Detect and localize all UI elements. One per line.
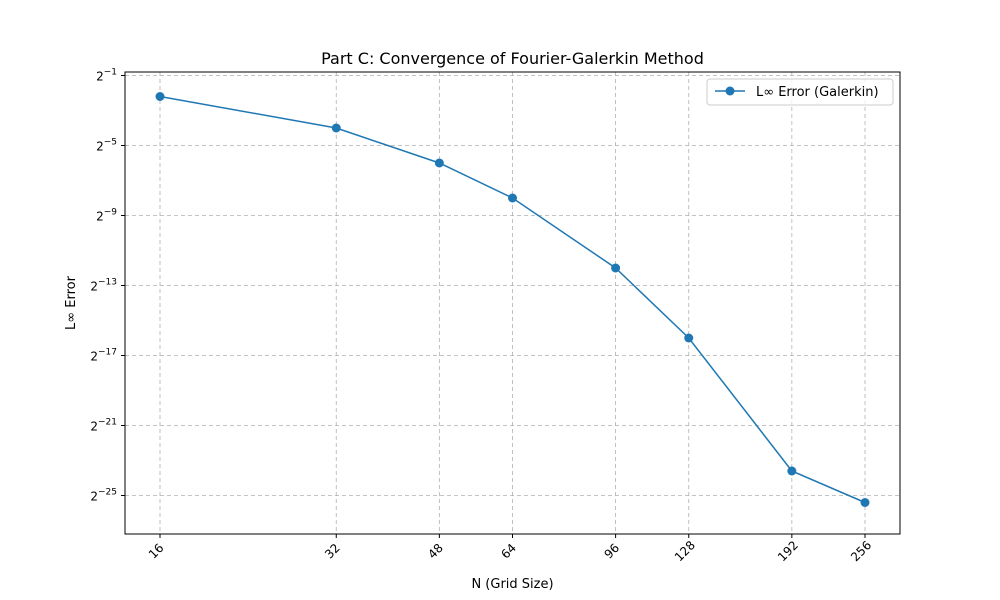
y-tick-label: 2−25 [90, 488, 117, 504]
data-point [860, 498, 870, 507]
data-point [684, 333, 694, 343]
y-tick-label: 2−13 [90, 278, 117, 294]
data-point [155, 92, 165, 101]
legend-entry-label: L∞ Error (Galerkin) [756, 85, 879, 100]
chart-title: Part C: Convergence of Fourier-Galerkin … [321, 49, 704, 68]
legend: L∞ Error (Galerkin) [706, 78, 894, 106]
y-tick-label: 2−9 [96, 208, 117, 224]
y-tick-label: 2−1 [96, 68, 117, 84]
legend-box [706, 78, 894, 106]
data-point [434, 158, 444, 168]
y-axis-label: L∞ Error [64, 275, 79, 330]
data-point [331, 123, 341, 133]
y-tick-label: 2−5 [96, 138, 117, 154]
y-tick-label: 2−21 [90, 418, 117, 434]
data-point [611, 263, 621, 273]
y-axis-ticks: 2−1 2−5 2−9 2−13 2−17 2−21 2−25 [90, 68, 125, 504]
series-line [159, 95, 866, 504]
data-point [508, 193, 517, 203]
x-axis-label: N (Grid Size) [471, 577, 553, 592]
series-layer [155, 92, 870, 507]
legend-marker-swatch [725, 86, 735, 96]
data-point [787, 466, 797, 476]
grid-layer [125, 72, 900, 534]
y-tick-label: 2−17 [90, 348, 117, 364]
